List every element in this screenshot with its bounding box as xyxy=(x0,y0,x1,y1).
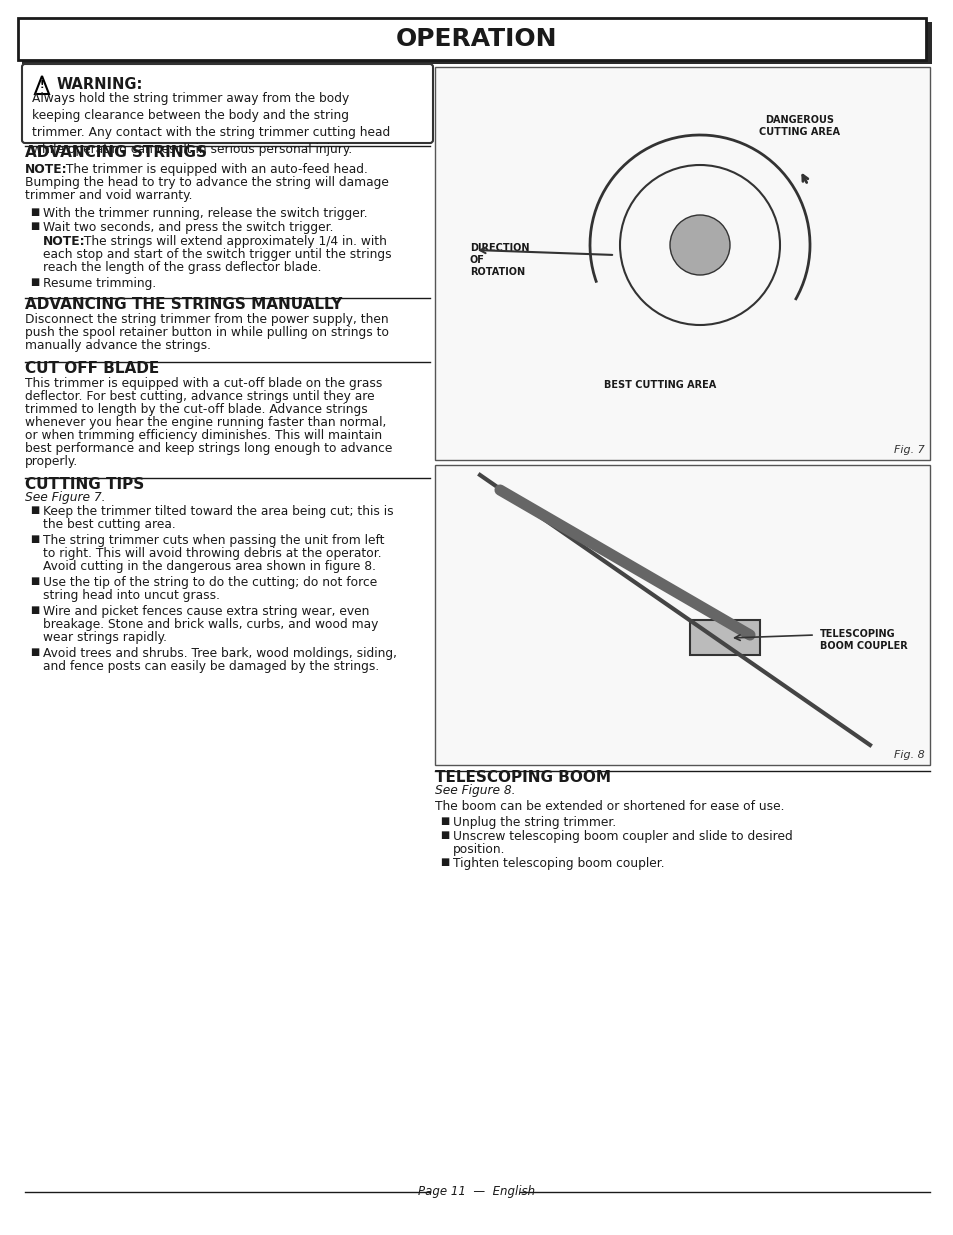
Text: ■: ■ xyxy=(30,647,39,657)
Text: Use the tip of the string to do the cutting; do not force: Use the tip of the string to do the cutt… xyxy=(43,576,376,589)
Text: See Figure 7.: See Figure 7. xyxy=(25,492,106,504)
Text: The trimmer is equipped with an auto-feed head.: The trimmer is equipped with an auto-fee… xyxy=(62,163,368,177)
Text: The boom can be extended or shortened for ease of use.: The boom can be extended or shortened fo… xyxy=(435,800,783,813)
Text: best performance and keep strings long enough to advance: best performance and keep strings long e… xyxy=(25,442,392,454)
Text: The string trimmer cuts when passing the unit from left: The string trimmer cuts when passing the… xyxy=(43,534,384,547)
Text: push the spool retainer button in while pulling on strings to: push the spool retainer button in while … xyxy=(25,326,389,338)
Text: !: ! xyxy=(40,80,44,90)
FancyBboxPatch shape xyxy=(22,64,433,143)
Text: reach the length of the grass deflector blade.: reach the length of the grass deflector … xyxy=(43,261,321,274)
Text: DANGEROUS
CUTTING AREA: DANGEROUS CUTTING AREA xyxy=(759,115,840,137)
Text: Unplug the string trimmer.: Unplug the string trimmer. xyxy=(453,816,616,829)
Text: wear strings rapidly.: wear strings rapidly. xyxy=(43,631,167,643)
Text: See Figure 8.: See Figure 8. xyxy=(435,784,515,797)
Text: Avoid trees and shrubs. Tree bark, wood moldings, siding,: Avoid trees and shrubs. Tree bark, wood … xyxy=(43,647,396,659)
Text: ■: ■ xyxy=(30,277,39,287)
Text: ■: ■ xyxy=(30,505,39,515)
Text: Resume trimming.: Resume trimming. xyxy=(43,277,156,290)
Bar xyxy=(435,67,929,459)
Text: ADVANCING STRINGS: ADVANCING STRINGS xyxy=(25,144,207,161)
Text: string head into uncut grass.: string head into uncut grass. xyxy=(43,589,220,601)
Text: ■: ■ xyxy=(439,816,449,826)
Text: trimmer and void warranty.: trimmer and void warranty. xyxy=(25,189,193,203)
Text: deflector. For best cutting, advance strings until they are: deflector. For best cutting, advance str… xyxy=(25,390,375,403)
Text: Wire and picket fences cause extra string wear, even: Wire and picket fences cause extra strin… xyxy=(43,605,369,618)
Text: ■: ■ xyxy=(439,857,449,867)
Text: ■: ■ xyxy=(30,576,39,585)
Text: and fence posts can easily be damaged by the strings.: and fence posts can easily be damaged by… xyxy=(43,659,379,673)
Text: OPERATION: OPERATION xyxy=(395,27,558,51)
Text: NOTE:: NOTE: xyxy=(25,163,68,177)
Text: Fig. 7: Fig. 7 xyxy=(893,445,924,454)
Text: ■: ■ xyxy=(30,534,39,543)
Text: The strings will extend approximately 1/4 in. with: The strings will extend approximately 1/… xyxy=(80,235,387,248)
Text: position.: position. xyxy=(453,844,505,856)
Text: Disconnect the string trimmer from the power supply, then: Disconnect the string trimmer from the p… xyxy=(25,312,388,326)
Text: ADVANCING THE STRINGS MANUALLY: ADVANCING THE STRINGS MANUALLY xyxy=(25,296,342,312)
Text: the best cutting area.: the best cutting area. xyxy=(43,517,175,531)
Text: to right. This will avoid throwing debris at the operator.: to right. This will avoid throwing debri… xyxy=(43,547,381,559)
Text: Page 11  —  English: Page 11 — English xyxy=(418,1186,535,1198)
Text: or when trimming efficiency diminishes. This will maintain: or when trimming efficiency diminishes. … xyxy=(25,429,382,442)
Text: CUT OFF BLADE: CUT OFF BLADE xyxy=(25,361,159,375)
Text: NOTE:: NOTE: xyxy=(43,235,86,248)
Text: CUTTING TIPS: CUTTING TIPS xyxy=(25,477,144,492)
Text: ■: ■ xyxy=(30,221,39,231)
Text: Fig. 8: Fig. 8 xyxy=(893,750,924,760)
Text: TELESCOPING
BOOM COUPLER: TELESCOPING BOOM COUPLER xyxy=(820,629,907,651)
Circle shape xyxy=(669,215,729,275)
Text: Always hold the string trimmer away from the body
keeping clearance between the : Always hold the string trimmer away from… xyxy=(32,91,390,156)
Text: whenever you hear the engine running faster than normal,: whenever you hear the engine running fas… xyxy=(25,416,386,429)
Text: breakage. Stone and brick walls, curbs, and wood may: breakage. Stone and brick walls, curbs, … xyxy=(43,618,378,631)
FancyBboxPatch shape xyxy=(22,22,931,64)
Text: Bumping the head to try to advance the string will damage: Bumping the head to try to advance the s… xyxy=(25,177,389,189)
Text: each stop and start of the switch trigger until the strings: each stop and start of the switch trigge… xyxy=(43,248,392,261)
Text: This trimmer is equipped with a cut-off blade on the grass: This trimmer is equipped with a cut-off … xyxy=(25,377,382,390)
Text: TELESCOPING BOOM: TELESCOPING BOOM xyxy=(435,769,610,785)
Text: ■: ■ xyxy=(439,830,449,840)
Text: ■: ■ xyxy=(30,207,39,217)
Text: Keep the trimmer tilted toward the area being cut; this is: Keep the trimmer tilted toward the area … xyxy=(43,505,394,517)
Text: manually advance the strings.: manually advance the strings. xyxy=(25,338,211,352)
Text: With the trimmer running, release the switch trigger.: With the trimmer running, release the sw… xyxy=(43,207,367,220)
Text: DIRECTION
OF
ROTATION: DIRECTION OF ROTATION xyxy=(470,243,529,277)
Text: Tighten telescoping boom coupler.: Tighten telescoping boom coupler. xyxy=(453,857,664,869)
FancyBboxPatch shape xyxy=(18,19,925,61)
Bar xyxy=(689,620,760,655)
Text: Unscrew telescoping boom coupler and slide to desired: Unscrew telescoping boom coupler and sli… xyxy=(453,830,792,844)
Text: Wait two seconds, and press the switch trigger.: Wait two seconds, and press the switch t… xyxy=(43,221,334,233)
Bar xyxy=(435,466,929,764)
Text: trimmed to length by the cut-off blade. Advance strings: trimmed to length by the cut-off blade. … xyxy=(25,403,367,416)
Text: properly.: properly. xyxy=(25,454,78,468)
Text: WARNING:: WARNING: xyxy=(57,77,143,91)
Text: ■: ■ xyxy=(30,605,39,615)
Text: BEST CUTTING AREA: BEST CUTTING AREA xyxy=(603,380,716,390)
Text: Avoid cutting in the dangerous area shown in figure 8.: Avoid cutting in the dangerous area show… xyxy=(43,559,375,573)
